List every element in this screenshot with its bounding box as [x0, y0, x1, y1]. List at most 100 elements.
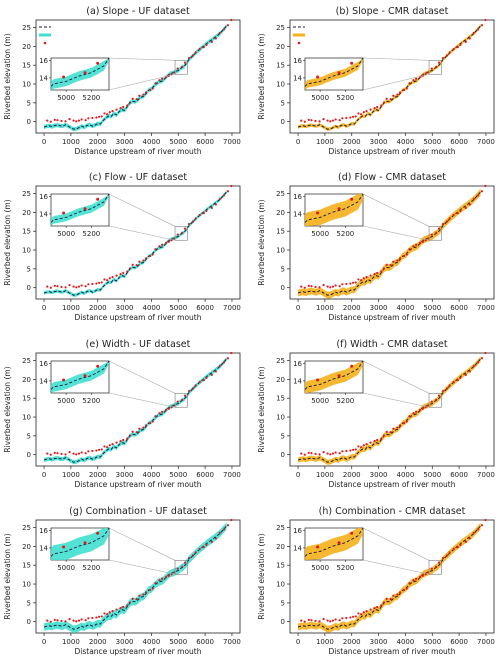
observed-point [214, 37, 217, 40]
observed-point [144, 91, 148, 94]
y-tick-label: 25 [22, 190, 31, 198]
observed-point [360, 279, 363, 282]
inset-band [51, 528, 109, 560]
x-tick-label: 5000 [169, 138, 187, 146]
observed-point [142, 426, 145, 429]
observed-point [373, 273, 376, 276]
observed-point [303, 453, 306, 456]
observed-point [326, 119, 329, 122]
inset-y-tick-label: 14 [293, 210, 302, 218]
observed-point [380, 604, 383, 607]
observed-point [222, 528, 225, 531]
x-tick-label: 5000 [423, 638, 441, 646]
inset-band [51, 194, 109, 226]
inset-x-tick-label: 5000 [311, 94, 329, 102]
y-tick-label: 25 [22, 24, 31, 32]
observed-point [202, 212, 205, 215]
observed-point [198, 47, 201, 51]
observed-point [435, 565, 438, 568]
y-tick-label: 25 [22, 524, 31, 532]
x-tick-label: 3000 [370, 471, 388, 479]
zoom-connector [108, 57, 176, 61]
observed-point [154, 82, 157, 85]
observed-point [408, 582, 411, 585]
observed-point [341, 617, 344, 620]
y-axis-label: Riverbed elevation (m) [3, 33, 12, 119]
observed-point [165, 408, 168, 411]
zoom-connector [362, 360, 430, 394]
observed-point [115, 108, 118, 111]
observed-point [441, 389, 445, 393]
observed-point [226, 24, 230, 27]
observed-point [464, 206, 467, 209]
observed-point [472, 531, 475, 534]
inset-x-tick-label: 5200 [336, 94, 354, 102]
chart-panel-4: (e) Width - UF dataset 0 1000 2000 3000 4000 5… [3, 339, 241, 489]
zoom-connector [108, 193, 176, 227]
y-tick-label: 0 [281, 284, 285, 292]
y-tick-label: 10 [276, 414, 285, 422]
observed-point [68, 117, 71, 121]
panel-title: (e) Width - UF dataset [86, 339, 191, 350]
y-tick-label: 25 [276, 524, 285, 532]
observed-point [165, 575, 168, 578]
observed-point [135, 431, 138, 434]
inset-band [51, 58, 109, 90]
observed-point [158, 579, 161, 582]
observed-point [349, 449, 352, 452]
observed-point [97, 615, 101, 618]
observed-point [122, 605, 125, 609]
inset-x-tick-label: 5200 [336, 230, 354, 238]
observed-point [480, 357, 484, 360]
observed-point [181, 65, 184, 68]
observed-point [405, 87, 408, 90]
observed-point [138, 594, 141, 597]
observed-point [322, 450, 325, 454]
observed-point [218, 531, 221, 534]
observed-point [402, 88, 406, 92]
zoom-connector [108, 225, 176, 241]
observed-point [389, 264, 392, 267]
observed-point [322, 117, 325, 121]
observed-point [345, 116, 348, 120]
chart-panel-0: (a) Slope - UF dataset 0 1000 2000 3000 4000 5… [3, 6, 241, 156]
observed-point [165, 241, 168, 244]
zoom-region [428, 393, 442, 408]
observed-point [176, 67, 179, 70]
observed-point [106, 446, 109, 449]
inset-y-tick-label: 16 [39, 527, 48, 535]
observed-point [176, 233, 179, 236]
x-tick-label: 6000 [196, 471, 214, 479]
observed-point [357, 612, 360, 615]
x-tick-label: 1000 [316, 638, 334, 646]
observed-point [303, 286, 306, 289]
inset-x-tick-label: 5000 [311, 564, 329, 572]
observed-point [341, 450, 344, 453]
observed-point [187, 56, 191, 60]
observed-point [445, 554, 449, 557]
y-tick-label: 15 [276, 562, 285, 570]
zoom-connector [362, 392, 430, 408]
observed-point [100, 281, 103, 284]
inset-x-tick-label: 5000 [311, 230, 329, 238]
observed-point [218, 31, 221, 34]
y-tick-label: 10 [276, 247, 285, 255]
observed-point [91, 282, 94, 286]
panel-title: (d) Flow - CMR dataset [338, 172, 446, 183]
inset-observed-point [316, 545, 320, 549]
observed-point [329, 286, 332, 289]
y-tick-label: 10 [22, 247, 31, 255]
observed-point [142, 593, 145, 596]
inset-y-tick-label: 14 [39, 210, 48, 218]
observed-point [345, 449, 348, 453]
inset-x-tick-label: 5200 [336, 564, 354, 572]
x-tick-label: 3000 [116, 638, 134, 646]
y-tick-label: 20 [276, 376, 285, 384]
observed-point [131, 430, 134, 433]
observed-point [468, 37, 471, 40]
zoom-connector [362, 559, 430, 575]
observed-point [408, 248, 411, 251]
x-tick-label: 1000 [62, 138, 80, 146]
inset-y-tick-label: 16 [39, 360, 48, 368]
observed-point [214, 370, 217, 373]
